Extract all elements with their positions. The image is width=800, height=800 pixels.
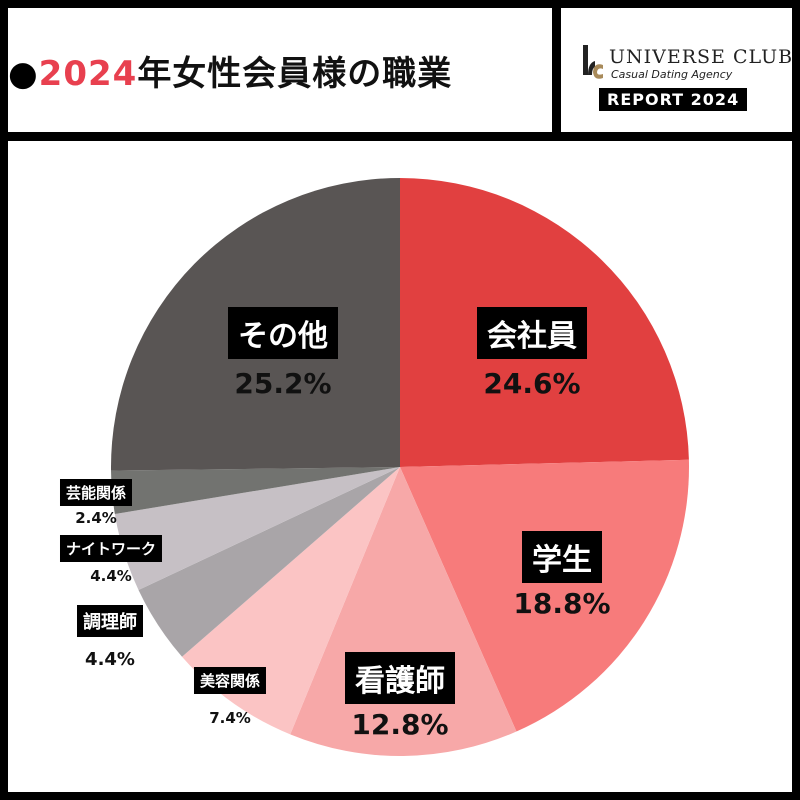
- slice-pct-gakusei: 18.8%: [513, 587, 611, 620]
- logo-panel: UNIVERSE CLUB Casual Dating Agency REPOR…: [561, 8, 792, 132]
- title-text: 年女性会員様の職業: [137, 54, 453, 94]
- slice-pct-sonota: 25.2%: [234, 367, 332, 400]
- bullet-icon: ●: [8, 54, 39, 94]
- slice-pct-kangoshi: 12.8%: [351, 708, 449, 741]
- brand-tagline: Casual Dating Agency: [611, 68, 733, 81]
- slice-pct-chourishi: 4.4%: [85, 649, 135, 670]
- title-year: 2024: [38, 54, 138, 94]
- slice-label-geinou: 芸能関係: [59, 479, 133, 506]
- pie-slice: [400, 459, 689, 732]
- slice-label-nightwork: ナイトワーク: [59, 535, 163, 562]
- slice-pct-kaishain: 24.6%: [483, 367, 581, 400]
- pie-chart: [111, 178, 689, 756]
- slice-pct-biyou: 7.4%: [209, 709, 251, 727]
- title-panel: ●2024年女性会員様の職業: [8, 8, 552, 132]
- chart-panel: 会社員 24.6% 学生 18.8% 看護師 12.8% 美容関係 7.4% 調…: [8, 141, 792, 792]
- slice-label-biyou: 美容関係: [193, 667, 267, 694]
- pie-slice: [138, 467, 400, 657]
- slice-label-chourishi: 調理師: [77, 605, 143, 637]
- slice-pct-geinou: 2.4%: [75, 509, 117, 527]
- slice-label-sonota: その他: [228, 307, 338, 359]
- slice-label-kangoshi: 看護師: [345, 652, 455, 704]
- brand-name: UNIVERSE CLUB: [609, 46, 794, 68]
- page-title: ●2024年女性会員様の職業: [8, 46, 452, 95]
- pie-slice: [111, 467, 400, 515]
- slice-label-kaishain: 会社員: [477, 307, 587, 359]
- report-badge: REPORT 2024: [599, 88, 748, 111]
- pie-slice: [114, 467, 400, 591]
- slice-pct-nightwork: 4.4%: [90, 567, 132, 585]
- slice-label-gakusei: 学生: [522, 531, 602, 583]
- uc-logo-icon: [583, 45, 603, 79]
